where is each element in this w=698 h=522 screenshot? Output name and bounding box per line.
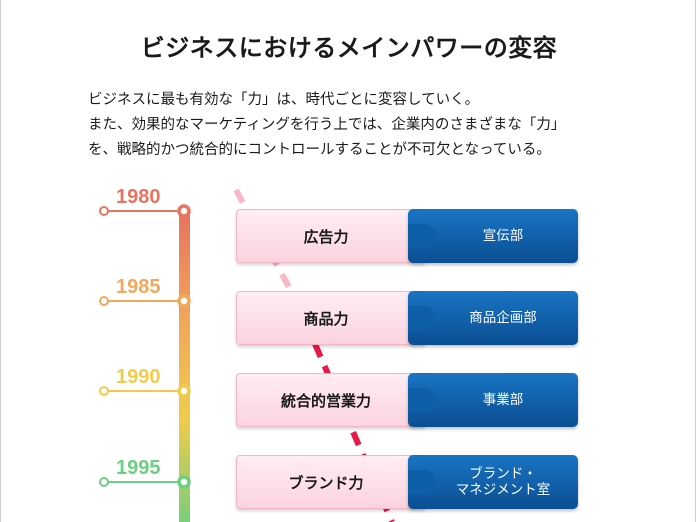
timeline-node-1995 (177, 475, 191, 489)
intro-line-2: また、効果的なマーケティングを行う上では、企業内のさまざまな「力」 (88, 117, 566, 133)
power-label: 統合的営業力 (280, 391, 371, 410)
timeline-node-1980 (177, 204, 191, 218)
department-box: 事業部 (408, 373, 578, 427)
power-label: 商品力 (303, 309, 349, 328)
year-label-1980: 1980 (116, 186, 161, 208)
connector-tab (408, 470, 436, 494)
power-box (236, 291, 426, 345)
year-dot-1995 (99, 477, 109, 487)
timeline-node-1990 (177, 384, 191, 398)
department-label: 事業部 (482, 392, 524, 408)
page-title: ビジネスにおけるメインパワーの変容 (140, 34, 558, 62)
year-dot-1990 (99, 386, 109, 396)
power-box (236, 209, 426, 263)
connector-tab (408, 224, 436, 248)
department-box: 宣伝部 (408, 209, 578, 263)
power-box (236, 373, 426, 427)
department-box: 商品企画部 (408, 291, 578, 345)
connector-tab (408, 306, 436, 330)
connector-tab (408, 388, 436, 412)
department-label: ブランド・ マネジメント室 (455, 466, 551, 498)
transition-dashed-line-faded (233, 188, 299, 302)
year-label-1995: 1995 (116, 457, 161, 479)
year-label-1985: 1985 (116, 276, 161, 298)
timeline-bar (179, 212, 190, 522)
department-label: 宣伝部 (482, 228, 524, 244)
intro-line-3: を、戦略的かつ統合的にコントロールすることが不可欠となっている。 (88, 142, 551, 158)
power-row: ブランド力 ブランド・ マネジメント室 (236, 455, 578, 509)
year-dot-1985 (99, 296, 109, 306)
year-label-1990: 1990 (116, 366, 161, 388)
department-label: 商品企画部 (469, 310, 537, 326)
power-label: ブランド力 (288, 473, 364, 492)
power-label: 広告力 (303, 227, 349, 246)
power-row: 商品力 商品企画部 (236, 291, 578, 345)
department-box: ブランド・ マネジメント室 (408, 455, 578, 509)
intro-line-1: ビジネスに最も有効な「力」は、時代ごとに変容していく。 (88, 92, 480, 108)
timeline-node-1985 (177, 294, 191, 308)
power-row: 統合的営業力 事業部 (236, 373, 578, 427)
power-row: 広告力 宣伝部 (236, 209, 578, 263)
intro-text: ビジネスに最も有効な「力」は、時代ごとに変容していく。 また、効果的なマーケティ… (88, 88, 648, 163)
year-dot-1980 (99, 206, 109, 216)
